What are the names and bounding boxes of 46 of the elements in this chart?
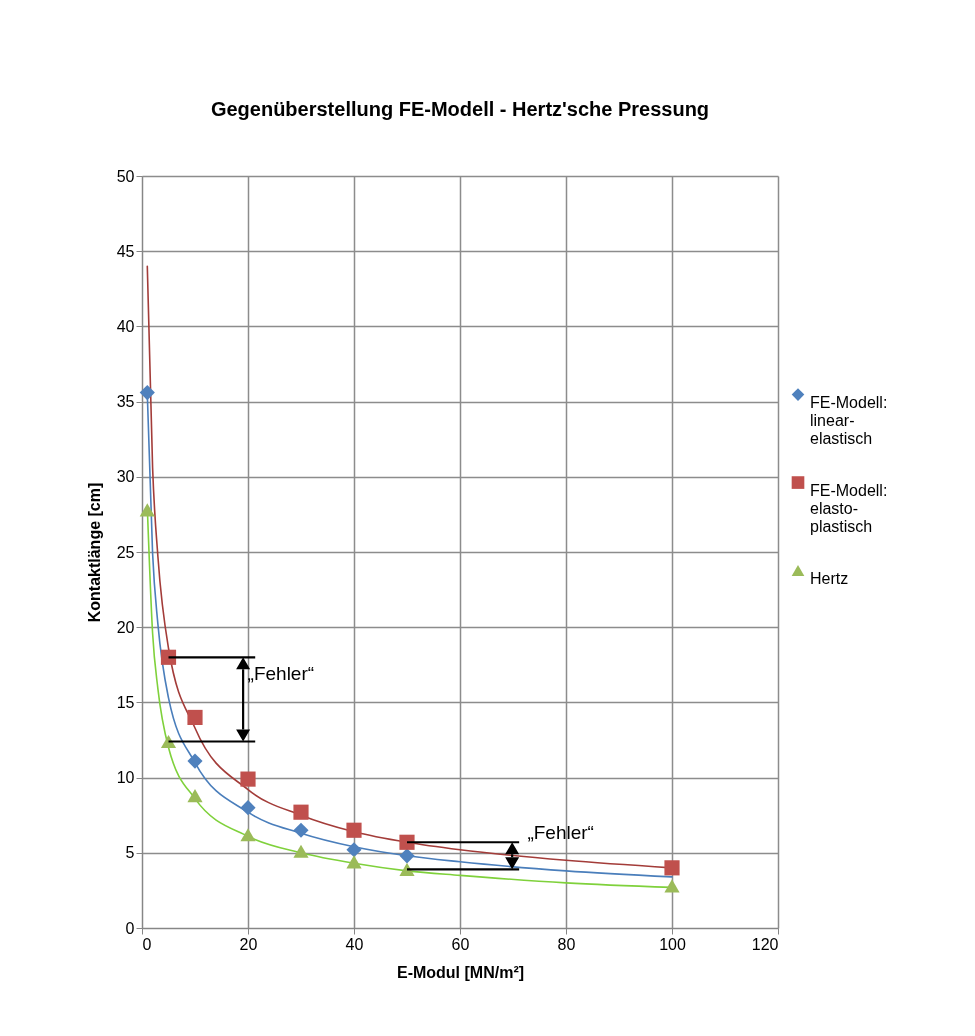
x-tick-label: 0 [142,935,152,953]
y-tick-label: 20 [116,618,135,636]
annotation: „Fehler“ [527,822,594,844]
y-tick-label: 35 [116,393,135,411]
y-tick-label: 15 [116,693,135,711]
point [346,855,362,869]
y-tick-label: 40 [116,317,135,335]
x-tick-label: 120 [751,935,779,953]
x-tick-label: 60 [451,935,470,953]
point [399,834,415,850]
point [160,649,177,665]
point [346,822,362,838]
y-tick-label: 45 [116,242,135,260]
point [187,709,203,726]
point [664,860,680,876]
point [240,828,256,842]
point [293,804,309,820]
legend-label: Hertz [810,569,849,587]
y-tick-label: 10 [116,769,135,787]
y-tick-label: 50 [116,167,135,185]
x-axis-title: E-Modul [MN/m²] [396,963,525,981]
x-tick-label: 100 [659,935,686,953]
legend-label: FE-Modell: elasto-plastisch [810,481,888,535]
point [346,842,362,858]
legend-label: FE-Modell: linear-elastisch [810,393,888,447]
y-tick-label: 30 [116,468,135,486]
y-tick-label: 5 [125,844,135,862]
point [399,862,415,876]
point [139,384,155,401]
point [240,771,256,787]
point [139,503,155,517]
point [664,879,680,893]
point [399,848,415,864]
x-tick-label: 80 [557,935,576,953]
point [293,844,309,858]
y-axis-title: Kontaktlänge [cm] [85,482,103,623]
y-tick-label: 25 [116,543,135,561]
point [187,789,203,803]
x-tick-label: 40 [345,935,364,953]
point [240,800,256,816]
annotation: „Fehler“ [247,663,315,685]
x-tick-label: 20 [239,935,258,953]
y-tick-label: 0 [125,919,135,937]
point [293,822,309,838]
point [187,753,203,769]
chart-title: Gegenüberstellung FE-Modell - Hertz'sche Pressung [210,98,710,120]
